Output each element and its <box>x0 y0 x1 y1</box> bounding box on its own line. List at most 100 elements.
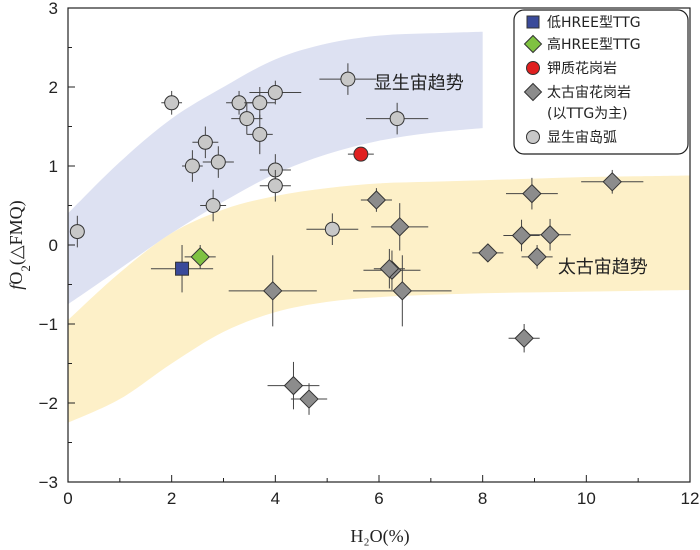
marker <box>389 111 405 127</box>
series-2-point-0 <box>347 146 374 162</box>
series-3-point-14 <box>581 169 644 194</box>
legend-label: 高HREE型TTG <box>547 36 641 53</box>
legend-entry-0: 低HREE型TTG <box>526 15 641 31</box>
marker <box>69 224 85 240</box>
series-4-point-4 <box>200 189 227 222</box>
marker <box>299 389 319 409</box>
y-axis-title: fO2(△FMQ) <box>6 200 33 289</box>
y-tick-label: 0 <box>49 236 58 255</box>
x-tick-label: 8 <box>478 489 487 508</box>
data-points <box>69 63 644 415</box>
marker <box>353 146 369 162</box>
series-3-point-13 <box>529 218 571 251</box>
series-3-point-3 <box>360 188 392 212</box>
phanerozoic-trend-label: 显生宙趋势 <box>374 73 464 94</box>
marker <box>267 85 283 101</box>
y-tick-label: −1 <box>39 315 58 334</box>
marker <box>190 247 210 267</box>
marker <box>263 281 283 301</box>
marker <box>392 281 413 301</box>
marker <box>390 217 410 237</box>
trend-band-1 <box>68 175 690 423</box>
marker <box>283 375 304 396</box>
marker <box>324 221 340 237</box>
legend-entry-2: 钾质花岗岩 <box>526 61 617 77</box>
legend-label-line2: (以TTG为主) <box>547 106 628 122</box>
series-4-point-15 <box>366 102 429 135</box>
y-tick-label: 2 <box>49 78 58 97</box>
x-tick-label: 6 <box>374 489 383 508</box>
marker <box>175 261 190 276</box>
series-4-point-13 <box>306 213 359 245</box>
marker <box>267 178 283 194</box>
series-3-point-0 <box>228 255 317 327</box>
archean-trend-label: 太古宙趋势 <box>558 257 648 278</box>
series-4-point-10 <box>249 80 302 105</box>
legend-marker <box>526 61 540 75</box>
series-4-point-2 <box>182 150 203 182</box>
x-tick-label: 2 <box>167 489 176 508</box>
legend-box <box>513 9 689 155</box>
legend-marker <box>526 15 540 29</box>
series-3-point-9 <box>503 219 540 252</box>
y-tick-label: −2 <box>39 394 58 413</box>
series-4-point-0 <box>69 215 85 248</box>
marker <box>164 95 180 111</box>
marker <box>522 183 542 204</box>
series-1-point-0 <box>184 245 216 269</box>
y-tick-label: 3 <box>49 0 58 18</box>
marker <box>478 243 498 263</box>
x-tick-label: 10 <box>577 489 596 508</box>
series-3-point-5 <box>373 248 405 289</box>
series-3-point-10 <box>508 324 540 353</box>
series-4-point-14 <box>319 63 377 95</box>
series-0-point-0 <box>150 245 214 293</box>
marker <box>527 247 547 267</box>
legend-marker <box>526 130 540 144</box>
legend-marker <box>523 34 543 54</box>
legend-entry-1: 高HREE型TTG <box>523 34 641 54</box>
marker <box>210 154 226 170</box>
x-tick-label: 12 <box>681 489 700 508</box>
series-3-point-12 <box>521 245 553 269</box>
legend-entry-3: 太古宙花岗岩 (以TTG为主) <box>523 82 631 122</box>
legend-marker <box>523 82 543 102</box>
series-4-point-12 <box>259 169 291 202</box>
series-3-point-2 <box>290 383 328 415</box>
legend-entry-4: 显生宙岛弧 <box>526 130 617 146</box>
marker <box>366 190 387 210</box>
x-tick-label: 4 <box>271 489 280 508</box>
marker <box>252 95 268 111</box>
legend-label: 钾质花岗岩 <box>547 61 617 77</box>
marker <box>197 134 213 150</box>
legend-label: 显生宙岛弧 <box>547 130 617 146</box>
y-tick-label: −3 <box>39 473 58 492</box>
y-tick-label: 1 <box>49 157 58 176</box>
marker <box>511 225 532 246</box>
marker <box>602 172 622 192</box>
series-3-point-7 <box>353 255 452 327</box>
series-4-point-3 <box>192 126 219 159</box>
marker <box>184 158 200 174</box>
marker <box>239 111 255 127</box>
series-4-point-5 <box>202 146 234 178</box>
series-4-point-1 <box>161 90 183 115</box>
series-3-point-11 <box>505 177 558 210</box>
series-3-point-8 <box>472 243 504 263</box>
series-3-point-1 <box>267 361 320 410</box>
series-4-point-7 <box>231 102 263 135</box>
marker <box>514 328 534 348</box>
x-tick-label: 0 <box>63 489 72 508</box>
series-3-point-6 <box>371 203 429 251</box>
marker <box>205 198 221 213</box>
x-axis-title: H₂O(%) <box>350 526 409 547</box>
legend-label: 低HREE型TTG <box>547 15 641 31</box>
series-4-point-9 <box>246 114 273 155</box>
marker <box>252 126 268 142</box>
marker <box>231 95 247 111</box>
marker <box>379 258 400 279</box>
marker <box>340 71 356 87</box>
